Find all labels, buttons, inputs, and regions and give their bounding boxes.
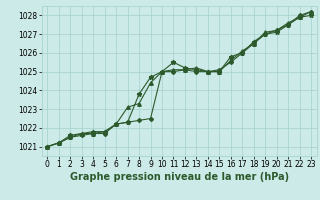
X-axis label: Graphe pression niveau de la mer (hPa): Graphe pression niveau de la mer (hPa): [70, 172, 289, 182]
